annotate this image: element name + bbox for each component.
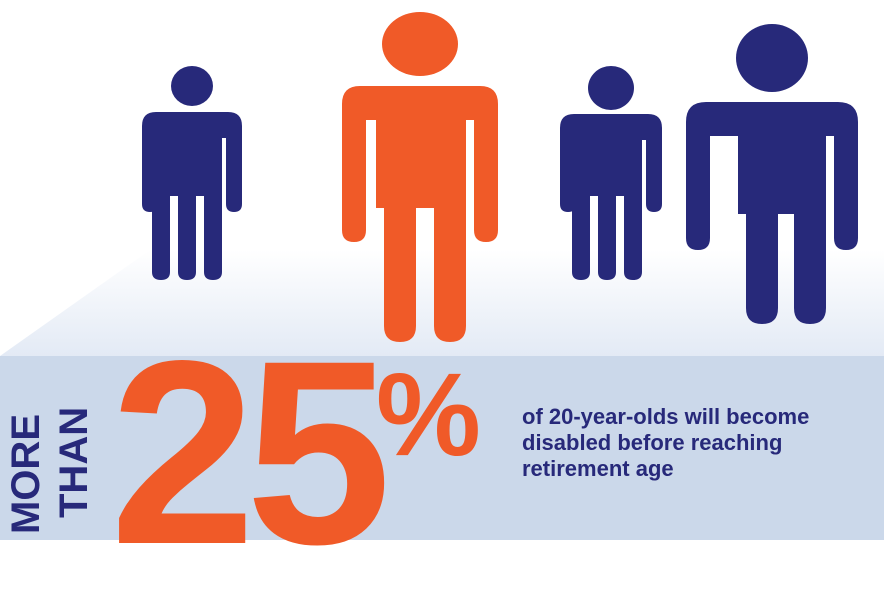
percent-sign: % <box>376 349 481 481</box>
statistic-caption: of 20-year-olds will become disabled bef… <box>522 404 810 481</box>
more-than-label: MORE THAN <box>4 368 116 534</box>
more-text: MORE <box>4 414 48 534</box>
platform-front-panel <box>0 356 884 540</box>
infographic: MORE THAN 25 % of 20-year-olds will beco… <box>0 12 884 584</box>
than-text: THAN <box>52 406 96 518</box>
person-icon-highlighted <box>342 12 498 342</box>
person-icon <box>686 24 858 324</box>
statistic-number: 25 <box>110 306 391 599</box>
person-icon <box>560 66 662 280</box>
person-icon <box>142 66 242 280</box>
